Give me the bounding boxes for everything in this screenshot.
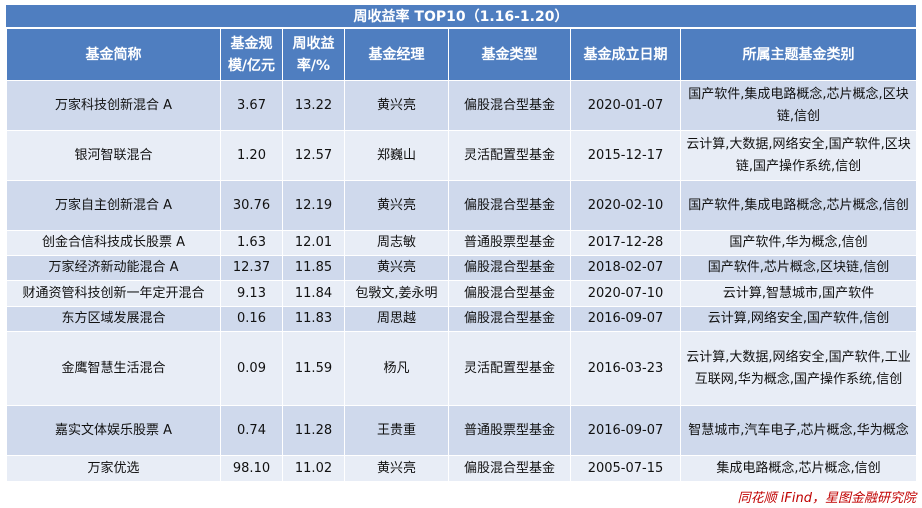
theme-category: 云计算,大数据,网络安全,国产软件,区块链,国产操作系统,信创 [680, 130, 917, 181]
fund-type: 偏股混合型基金 [448, 180, 571, 231]
source-note: 同花顺 iFind，星图金融研究院 [737, 490, 916, 506]
theme-category: 云计算,网络安全,国产软件,信创 [680, 306, 917, 332]
theme-category: 云计算,智慧城市,国产软件 [680, 280, 917, 307]
fund-return-table: 基金简称 基金规模/亿元 周收益率/% 基金经理 基金类型 基金成立日期 所属主… [6, 28, 917, 482]
header-fund-name: 基金简称 [6, 28, 221, 81]
fund-type: 灵活配置型基金 [448, 331, 571, 406]
fund-scale: 0.16 [220, 306, 283, 332]
fund-type: 偏股混合型基金 [448, 280, 571, 307]
fund-type: 偏股混合型基金 [448, 455, 571, 482]
theme-category: 云计算,大数据,网络安全,国产软件,工业互联网,华为概念,国产操作系统,信创 [680, 331, 917, 406]
fund-scale: 0.09 [220, 331, 283, 406]
table-row: 财通资管科技创新一年定开混合 9.13 11.84 包斅文,姜永明 偏股混合型基… [6, 280, 917, 307]
fund-scale: 12.37 [220, 255, 283, 281]
table-row: 万家自主创新混合 A 30.76 12.19 黄兴亮 偏股混合型基金 2020-… [6, 180, 917, 231]
table-row: 东方区域发展混合 0.16 11.83 周思越 偏股混合型基金 2016-09-… [6, 306, 917, 332]
fund-type: 偏股混合型基金 [448, 255, 571, 281]
fund-manager: 黄兴亮 [344, 255, 449, 281]
weekly-return: 13.22 [282, 80, 345, 131]
fund-scale: 0.74 [220, 405, 283, 456]
fund-scale: 3.67 [220, 80, 283, 131]
fund-name: 创金合信科技成长股票 A [6, 230, 221, 256]
table-row: 金鹰智慧生活混合 0.09 11.59 杨凡 灵活配置型基金 2016-03-2… [6, 331, 917, 406]
weekly-return: 12.01 [282, 230, 345, 256]
theme-category: 国产软件,集成电路概念,芯片概念,区块链,信创 [680, 80, 917, 131]
fund-manager: 包斅文,姜永明 [344, 280, 449, 307]
table-title: 周收益率 TOP10（1.16-1.20） [6, 5, 916, 27]
header-weekly-return: 周收益率/% [282, 28, 345, 81]
fund-type: 普通股票型基金 [448, 405, 571, 456]
fund-manager: 王贵重 [344, 405, 449, 456]
inception-date: 2020-02-10 [570, 180, 681, 231]
fund-name: 金鹰智慧生活混合 [6, 331, 221, 406]
inception-date: 2005-07-15 [570, 455, 681, 482]
theme-category: 智慧城市,汽车电子,芯片概念,华为概念 [680, 405, 917, 456]
header-inception-date: 基金成立日期 [570, 28, 681, 81]
fund-scale: 1.63 [220, 230, 283, 256]
fund-scale: 30.76 [220, 180, 283, 231]
theme-category: 集成电路概念,芯片概念,信创 [680, 455, 917, 482]
inception-date: 2017-12-28 [570, 230, 681, 256]
fund-manager: 黄兴亮 [344, 80, 449, 131]
table-row: 万家科技创新混合 A 3.67 13.22 黄兴亮 偏股混合型基金 2020-0… [6, 80, 917, 131]
inception-date: 2016-09-07 [570, 306, 681, 332]
fund-type: 偏股混合型基金 [448, 306, 571, 332]
weekly-return: 11.84 [282, 280, 345, 307]
fund-type: 偏股混合型基金 [448, 80, 571, 131]
fund-name: 万家科技创新混合 A [6, 80, 221, 131]
weekly-return: 11.02 [282, 455, 345, 482]
fund-scale: 98.10 [220, 455, 283, 482]
fund-manager: 黄兴亮 [344, 455, 449, 482]
fund-name: 财通资管科技创新一年定开混合 [6, 280, 221, 307]
table-row: 万家优选 98.10 11.02 黄兴亮 偏股混合型基金 2005-07-15 … [6, 455, 917, 482]
fund-name: 银河智联混合 [6, 130, 221, 181]
fund-manager: 杨凡 [344, 331, 449, 406]
theme-category: 国产软件,芯片概念,区块链,信创 [680, 255, 917, 281]
fund-name: 万家优选 [6, 455, 221, 482]
weekly-return: 11.83 [282, 306, 345, 332]
weekly-return: 11.85 [282, 255, 345, 281]
header-fund-scale: 基金规模/亿元 [220, 28, 283, 81]
weekly-return: 11.59 [282, 331, 345, 406]
fund-scale: 9.13 [220, 280, 283, 307]
inception-date: 2018-02-07 [570, 255, 681, 281]
table-row: 万家经济新动能混合 A 12.37 11.85 黄兴亮 偏股混合型基金 2018… [6, 255, 917, 281]
weekly-return: 11.28 [282, 405, 345, 456]
inception-date: 2020-01-07 [570, 80, 681, 131]
header-theme-category: 所属主题基金类别 [680, 28, 917, 81]
inception-date: 2020-07-10 [570, 280, 681, 307]
inception-date: 2015-12-17 [570, 130, 681, 181]
header-fund-manager: 基金经理 [344, 28, 449, 81]
fund-type: 灵活配置型基金 [448, 130, 571, 181]
fund-manager: 郑巍山 [344, 130, 449, 181]
header-fund-type: 基金类型 [448, 28, 571, 81]
header-row: 基金简称 基金规模/亿元 周收益率/% 基金经理 基金类型 基金成立日期 所属主… [6, 28, 917, 81]
table-row: 嘉实文体娱乐股票 A 0.74 11.28 王贵重 普通股票型基金 2016-0… [6, 405, 917, 456]
table-row: 创金合信科技成长股票 A 1.63 12.01 周志敏 普通股票型基金 2017… [6, 230, 917, 256]
fund-name: 万家自主创新混合 A [6, 180, 221, 231]
fund-manager: 黄兴亮 [344, 180, 449, 231]
fund-name: 嘉实文体娱乐股票 A [6, 405, 221, 456]
weekly-return: 12.57 [282, 130, 345, 181]
fund-scale: 1.20 [220, 130, 283, 181]
weekly-return: 12.19 [282, 180, 345, 231]
fund-type: 普通股票型基金 [448, 230, 571, 256]
table-row: 银河智联混合 1.20 12.57 郑巍山 灵活配置型基金 2015-12-17… [6, 130, 917, 181]
inception-date: 2016-03-23 [570, 331, 681, 406]
theme-category: 国产软件,集成电路概念,芯片概念,信创 [680, 180, 917, 231]
fund-name: 东方区域发展混合 [6, 306, 221, 332]
fund-manager: 周志敏 [344, 230, 449, 256]
theme-category: 国产软件,华为概念,信创 [680, 230, 917, 256]
inception-date: 2016-09-07 [570, 405, 681, 456]
fund-manager: 周思越 [344, 306, 449, 332]
fund-name: 万家经济新动能混合 A [6, 255, 221, 281]
